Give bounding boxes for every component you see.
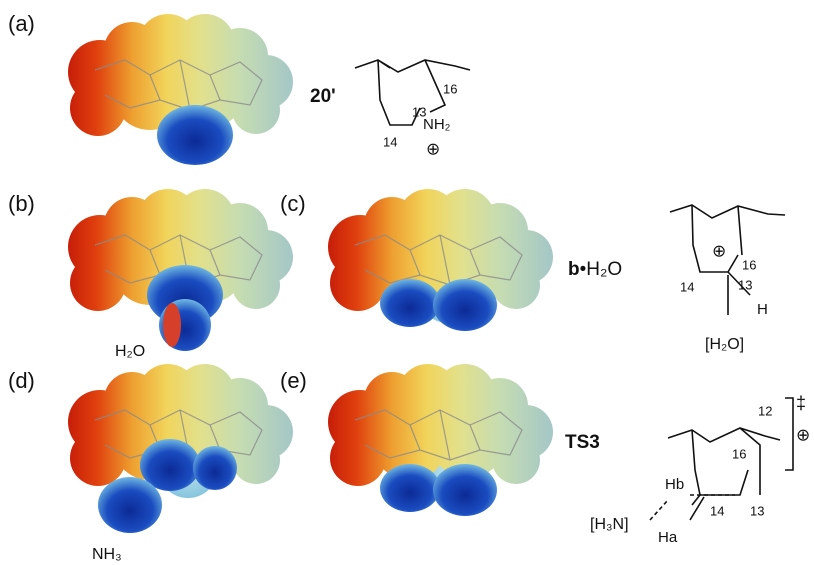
atom-label: Ha [658, 529, 678, 546]
atom-label: 16 [742, 257, 756, 272]
atom-label: ⊕ [712, 241, 726, 260]
ts-bracket [785, 398, 793, 470]
panel-label: (e) [280, 368, 307, 393]
atom-label: [H₂O] [705, 336, 744, 353]
atom-label: 14 [680, 279, 694, 294]
negative-lobe [157, 105, 233, 165]
bonds [670, 205, 785, 315]
atom-label: 16 [443, 81, 457, 96]
compound-letter: b [568, 259, 580, 280]
ammonia-sphere [98, 477, 162, 533]
figure: (a) (b) H₂O (c) (d) NH₃ (e) 20' 16 13 NH… [0, 0, 814, 565]
compound-name: b•H₂O [568, 259, 622, 280]
atom-label: Hb [665, 476, 684, 493]
esp-map-a [68, 14, 293, 165]
esp-map-c [328, 189, 553, 331]
atom-label: [H₃N] [590, 516, 629, 533]
caption: H₂O [115, 343, 145, 360]
atom-label: 13 [738, 277, 752, 292]
atom-label: H [757, 301, 768, 318]
atom-label: 13 [750, 503, 764, 518]
charge: ⊕ [796, 425, 810, 444]
structure-b [670, 205, 785, 315]
ammonia-sphere [193, 446, 237, 490]
esp-map-d [68, 364, 293, 533]
panel-label: (d) [8, 368, 35, 393]
atom-label: NH₂ [423, 116, 451, 133]
atom-label: 14 [710, 503, 724, 518]
atom-label: ⊕ [426, 139, 440, 158]
panel-label: (a) [8, 11, 35, 36]
atom-label: 14 [383, 134, 397, 149]
compound-name: 20' [310, 86, 336, 107]
compound-suffix: •H₂O [580, 259, 623, 280]
esp-map-e [328, 364, 553, 516]
water-sphere-red [163, 303, 181, 347]
panel-label: (c) [280, 191, 306, 216]
caption: NH₃ [92, 546, 122, 563]
page: {"panels": [ {"label": "(a)"}, {"label":… [0, 0, 814, 565]
esp-map-b [68, 189, 293, 351]
ts-symbol: ‡ [796, 393, 806, 413]
panel-label: (b) [8, 191, 35, 216]
compound-name: TS3 [565, 432, 600, 453]
atom-label: 12 [758, 403, 772, 418]
atom-label: 16 [732, 446, 746, 461]
